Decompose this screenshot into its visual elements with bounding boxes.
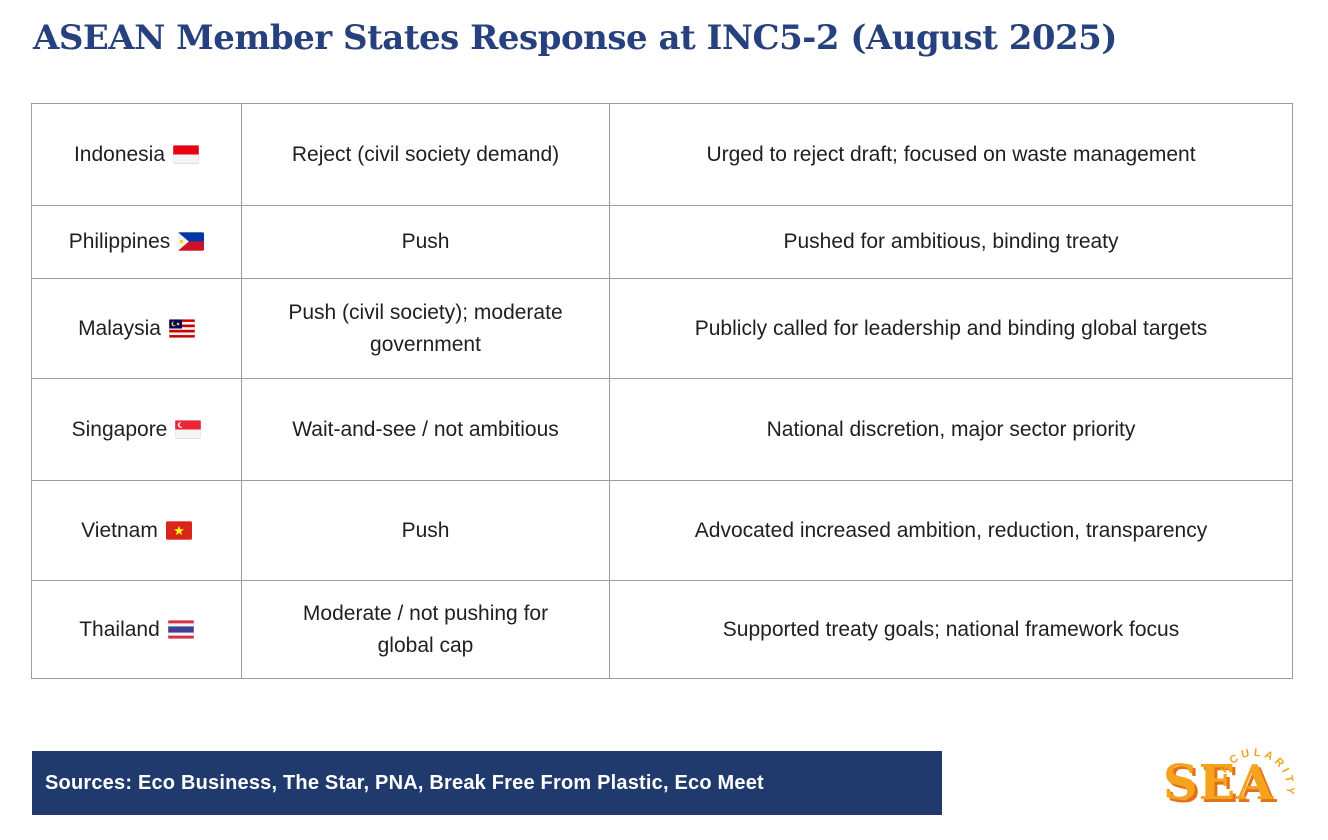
- page-title: ASEAN Member States Response at INC5-2 (…: [33, 18, 1117, 58]
- stance-cell: Push: [241, 205, 610, 279]
- logo-arc-text: RCULARITY: [1218, 747, 1296, 799]
- stance-cell: Moderate / not pushing for global cap: [241, 580, 610, 679]
- country-label: Philippines: [68, 230, 171, 254]
- stance-cell: Wait-and-see / not ambitious: [241, 378, 610, 481]
- table-row-thailand: Thailand Moderate / not pushing for glob…: [31, 580, 1293, 679]
- table-row-singapore: Singapore Wait-and-see / not ambitious N…: [31, 378, 1293, 481]
- svg-text:RCULARITY: RCULARITY: [1218, 747, 1296, 799]
- detail-cell: Advocated increased ambition, reduction,…: [609, 480, 1293, 581]
- asean-response-table: Indonesia Reject (civil society demand) …: [31, 103, 1293, 679]
- table-row-philippines: Philippines Push Pushed for ambitious, b…: [31, 205, 1293, 279]
- stance-cell: Reject (civil society demand): [241, 103, 610, 206]
- table-row-indonesia: Indonesia Reject (civil society demand) …: [31, 103, 1293, 206]
- table-row-vietnam: Vietnam Push Advocated increased ambitio…: [31, 480, 1293, 581]
- detail-cell: Urged to reject draft; focused on waste …: [609, 103, 1293, 206]
- country-cell: Vietnam: [31, 480, 242, 581]
- philippines-flag-icon: [178, 232, 205, 251]
- malaysia-flag-icon: [168, 318, 196, 338]
- sources-bar: Sources: Eco Business, The Star, PNA, Br…: [32, 751, 942, 815]
- detail-cell: Pushed for ambitious, binding treaty: [609, 205, 1293, 279]
- sources-text: Sources: Eco Business, The Star, PNA, Br…: [45, 771, 764, 794]
- country-label: Malaysia: [78, 316, 161, 340]
- table-row-malaysia: Malaysia Push (civil society); moderate …: [31, 278, 1293, 379]
- country-cell: Philippines: [31, 205, 242, 279]
- singapore-flag-icon: [175, 419, 202, 439]
- detail-cell: Publicly called for leadership and bindi…: [609, 278, 1293, 379]
- thailand-flag-icon: [167, 619, 195, 639]
- country-cell: Singapore: [31, 378, 242, 481]
- sea-circularity-logo: SEA RCULARITY: [1150, 730, 1328, 840]
- country-label: Vietnam: [81, 518, 158, 542]
- country-cell: Indonesia: [31, 103, 242, 206]
- stance-cell: Push (civil society); moderate governmen…: [241, 278, 610, 379]
- country-label: Thailand: [79, 617, 160, 641]
- indonesia-flag-icon: [172, 144, 200, 164]
- country-label: Singapore: [71, 417, 168, 441]
- country-label: Indonesia: [73, 142, 166, 166]
- detail-cell: National discretion, major sector priori…: [609, 378, 1293, 481]
- country-cell: Thailand: [31, 580, 242, 679]
- country-cell: Malaysia: [31, 278, 242, 379]
- vietnam-flag-icon: [165, 521, 192, 540]
- detail-cell: Supported treaty goals; national framewo…: [609, 580, 1293, 679]
- stance-cell: Push: [241, 480, 610, 581]
- logo-wordmark: SEA: [1163, 755, 1275, 811]
